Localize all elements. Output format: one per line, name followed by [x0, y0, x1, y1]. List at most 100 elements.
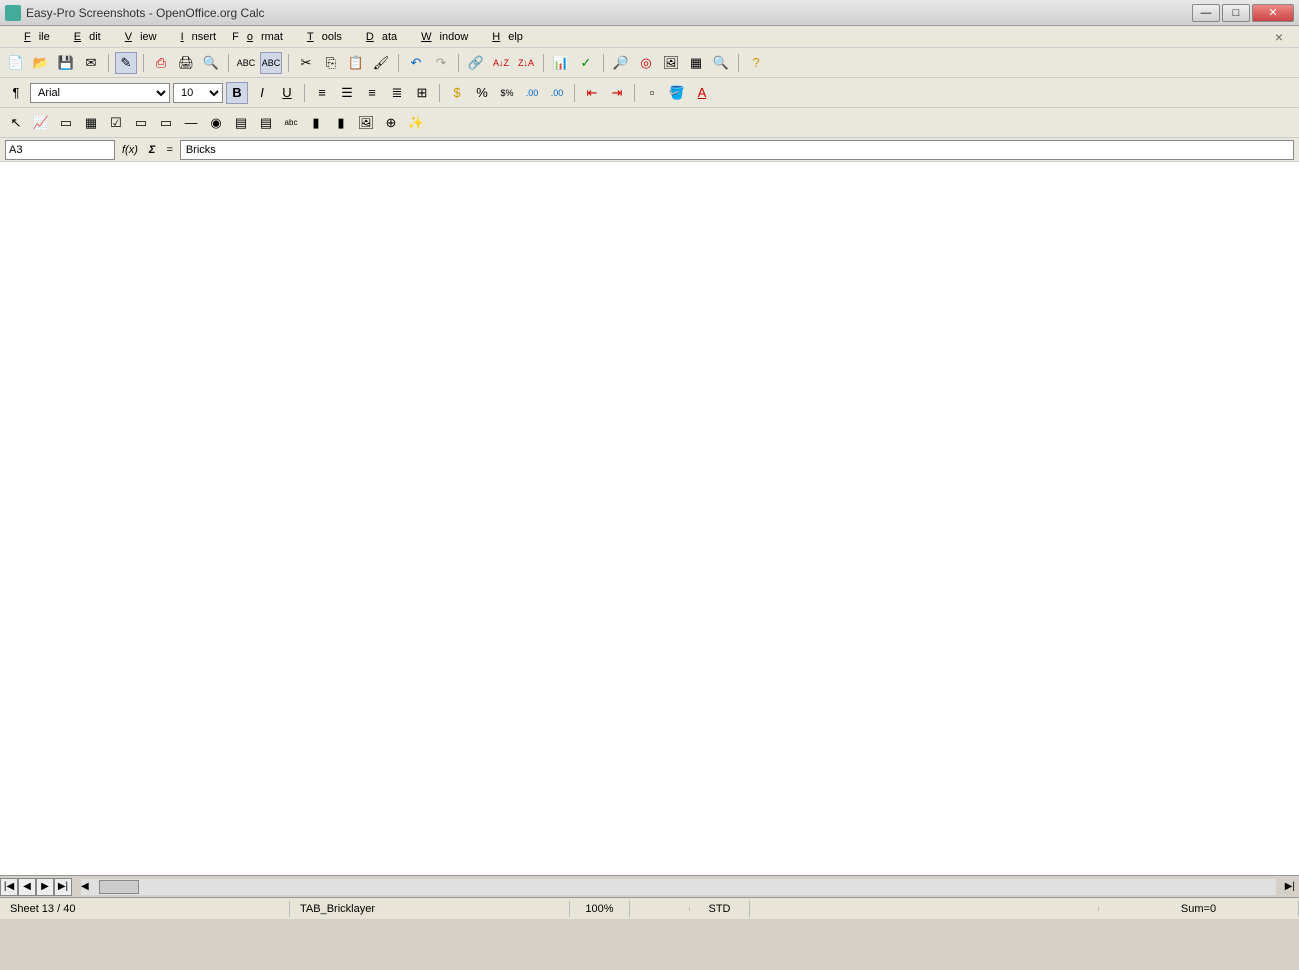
brush-icon[interactable]: 🖌: [370, 52, 392, 74]
form-icon[interactable]: ▭: [55, 112, 77, 134]
wiz-icon[interactable]: ✨: [405, 112, 427, 134]
open-icon[interactable]: 📂: [30, 52, 52, 74]
menu-format[interactable]: Format: [224, 29, 291, 45]
font-size-select[interactable]: 10: [173, 83, 223, 103]
sort-desc-icon[interactable]: Z↓A: [515, 52, 537, 74]
align-right-icon[interactable]: ≡: [361, 82, 383, 104]
equals-icon[interactable]: =: [162, 144, 176, 156]
nav2-icon[interactable]: ⊕: [380, 112, 402, 134]
mail-icon[interactable]: ✉: [80, 52, 102, 74]
gallery-icon[interactable]: 🖼: [660, 52, 682, 74]
close-button[interactable]: ✕: [1252, 4, 1294, 22]
toolbar-standard: 📄 📂 💾 ✉ ✎ ⎙ 🖨 🔍 ABC ABC ✂ ⎘ 📋 🖌 ↶ ↷ 🔗 A↓…: [0, 48, 1299, 78]
menu-help[interactable]: Help: [476, 29, 531, 45]
sum-icon[interactable]: Σ: [145, 144, 160, 156]
fx-icon[interactable]: f(x): [118, 144, 142, 156]
close-doc-button[interactable]: ×: [1267, 27, 1291, 47]
align-justify-icon[interactable]: ≣: [386, 82, 408, 104]
autospell-icon[interactable]: ABC: [260, 52, 282, 74]
rect-icon[interactable]: ▭: [155, 112, 177, 134]
abc-icon[interactable]: abc: [280, 112, 302, 134]
edit-icon[interactable]: ✎: [115, 52, 137, 74]
more1-icon[interactable]: ▮: [305, 112, 327, 134]
tab-next-button[interactable]: ▶: [36, 878, 54, 896]
styles-icon[interactable]: ¶: [5, 82, 27, 104]
redo-icon[interactable]: ↷: [430, 52, 452, 74]
status-mode[interactable]: STD: [690, 901, 750, 917]
cell-reference-input[interactable]: [5, 140, 115, 160]
underline-icon[interactable]: U: [276, 82, 298, 104]
paste-icon[interactable]: 📋: [345, 52, 367, 74]
merge-icon[interactable]: ⊞: [411, 82, 433, 104]
link-icon[interactable]: 🔗: [465, 52, 487, 74]
toolbar-extra: ↖ 📈 ▭ ▦ ☑ ▭ ▭ — ◉ ▤ ▤ abc ▮ ▮ 🖼 ⊕ ✨: [0, 108, 1299, 138]
print-icon[interactable]: 🖨: [175, 52, 197, 74]
pdf-icon[interactable]: ⎙: [150, 52, 172, 74]
status-sum[interactable]: Sum=0: [1099, 901, 1299, 917]
text-icon[interactable]: ▭: [130, 112, 152, 134]
status-sheet: Sheet 13 / 40: [0, 901, 290, 917]
toolbar-format: ¶ Arial 10 B I U ≡ ☰ ≡ ≣ ⊞ $ % $% .00 .0…: [0, 78, 1299, 108]
cut-icon[interactable]: ✂: [295, 52, 317, 74]
line-icon[interactable]: —: [180, 112, 202, 134]
menu-insert[interactable]: Insert: [165, 29, 225, 45]
sheet-tabs: |◀ ◀ ▶ ▶| ◀ ▶|: [0, 875, 1299, 897]
check-icon[interactable]: ☑: [105, 112, 127, 134]
menubar: File Edit View Insert Format Tools Data …: [0, 26, 1299, 48]
save-icon[interactable]: 💾: [55, 52, 77, 74]
sort-asc-icon[interactable]: A↓Z: [490, 52, 512, 74]
zoom-icon[interactable]: 🔍: [710, 52, 732, 74]
menu-file[interactable]: File: [8, 29, 58, 45]
spell-icon[interactable]: ABC: [235, 52, 257, 74]
italic-icon[interactable]: I: [251, 82, 273, 104]
tab-prev-button[interactable]: ◀: [18, 878, 36, 896]
dec-add-icon[interactable]: .00: [521, 82, 543, 104]
window-title: Easy-Pro Screenshots - OpenOffice.org Ca…: [26, 6, 1192, 20]
menu-view[interactable]: View: [109, 29, 165, 45]
minimize-button[interactable]: —: [1192, 4, 1220, 22]
h-scrollbar[interactable]: ◀: [81, 879, 1276, 895]
arrow-icon[interactable]: ↖: [5, 112, 27, 134]
chart2-icon[interactable]: 📈: [30, 112, 52, 134]
menu-data[interactable]: Data: [350, 29, 405, 45]
menu-window[interactable]: Window: [405, 29, 476, 45]
dec-rem-icon[interactable]: .00: [546, 82, 568, 104]
copy-icon[interactable]: ⎘: [320, 52, 342, 74]
border-icon[interactable]: ▫: [641, 82, 663, 104]
maximize-button[interactable]: □: [1222, 4, 1250, 22]
indent-inc-icon[interactable]: ⇥: [606, 82, 628, 104]
font-name-select[interactable]: Arial: [30, 83, 170, 103]
standard-icon[interactable]: $%: [496, 82, 518, 104]
align-center-icon[interactable]: ☰: [336, 82, 358, 104]
tab-first-button[interactable]: |◀: [0, 878, 18, 896]
bold-icon[interactable]: B: [226, 82, 248, 104]
formula-input[interactable]: [180, 140, 1294, 160]
indent-dec-icon[interactable]: ⇤: [581, 82, 603, 104]
currency-icon[interactable]: $: [446, 82, 468, 104]
find-icon[interactable]: 🔎: [610, 52, 632, 74]
fontcolor-icon[interactable]: A: [691, 82, 713, 104]
datasrc-icon[interactable]: ▦: [685, 52, 707, 74]
spreadsheet-grid[interactable]: [0, 162, 1299, 875]
more2-icon[interactable]: ▮: [330, 112, 352, 134]
status-zoom[interactable]: 100%: [570, 901, 630, 917]
menu-tools[interactable]: Tools: [291, 29, 350, 45]
bgcolor-icon[interactable]: 🪣: [666, 82, 688, 104]
undo-icon[interactable]: ↶: [405, 52, 427, 74]
help-icon[interactable]: ?: [745, 52, 767, 74]
grid-icon[interactable]: ▦: [80, 112, 102, 134]
radio-icon[interactable]: ◉: [205, 112, 227, 134]
combo-icon[interactable]: ▤: [255, 112, 277, 134]
status-tab: TAB_Bricklayer: [290, 901, 570, 917]
target-icon[interactable]: ◎: [635, 52, 657, 74]
list-icon[interactable]: ▤: [230, 112, 252, 134]
percent-icon[interactable]: %: [471, 82, 493, 104]
preview-icon[interactable]: 🔍: [200, 52, 222, 74]
new-icon[interactable]: 📄: [5, 52, 27, 74]
align-left-icon[interactable]: ≡: [311, 82, 333, 104]
tab-last-button[interactable]: ▶|: [54, 878, 72, 896]
chart-icon[interactable]: 📊: [550, 52, 572, 74]
nav-icon[interactable]: ✓: [575, 52, 597, 74]
menu-edit[interactable]: Edit: [58, 29, 109, 45]
img-icon[interactable]: 🖼: [355, 112, 377, 134]
